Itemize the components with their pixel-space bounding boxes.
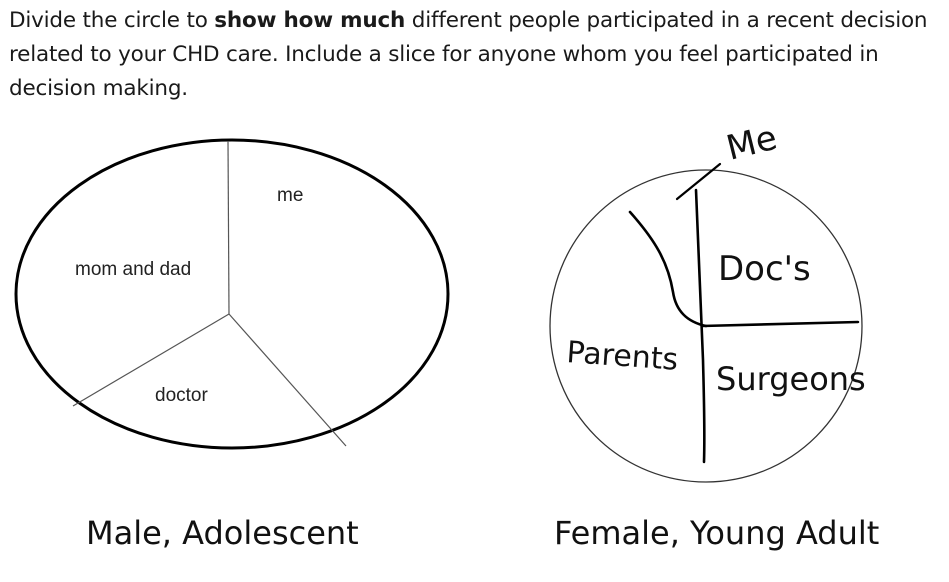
instruction-emphasis: show how much	[214, 8, 406, 33]
adolescent-pie: me mom and dad doctor	[14, 138, 450, 450]
young-adult-divider-vertical	[694, 188, 706, 464]
slice-label-mom-and-dad: mom and dad	[75, 259, 191, 280]
adolescent-divider-left	[72, 313, 230, 407]
slice-label-surgeons: Surgeons	[716, 360, 866, 398]
adolescent-pie-outline	[14, 138, 450, 450]
me-pointer-line	[675, 162, 722, 201]
young-adult-pie: Me Doc's Parents Surgeons	[549, 118, 866, 483]
slice-label-me-handwritten: Me	[723, 118, 781, 169]
young-adult-pie-outline	[549, 169, 863, 483]
slice-label-docs: Doc's	[718, 249, 811, 289]
caption-female-young-adult: Female, Young Adult	[554, 514, 880, 552]
adolescent-divider-top	[227, 140, 230, 315]
young-adult-divider-curve	[628, 210, 708, 328]
slice-label-doctor: doctor	[155, 385, 208, 406]
instruction-text: Divide the circle to show how much diffe…	[9, 4, 939, 106]
adolescent-divider-right	[228, 313, 347, 447]
slice-label-parents: Parents	[565, 335, 679, 378]
instruction-part-2: different people participated in a recen…	[9, 8, 928, 101]
young-adult-divider-horizontal	[700, 320, 860, 328]
slice-label-me: me	[277, 185, 303, 206]
caption-male-adolescent: Male, Adolescent	[86, 514, 359, 552]
instruction-part-1: Divide the circle to	[9, 8, 215, 33]
